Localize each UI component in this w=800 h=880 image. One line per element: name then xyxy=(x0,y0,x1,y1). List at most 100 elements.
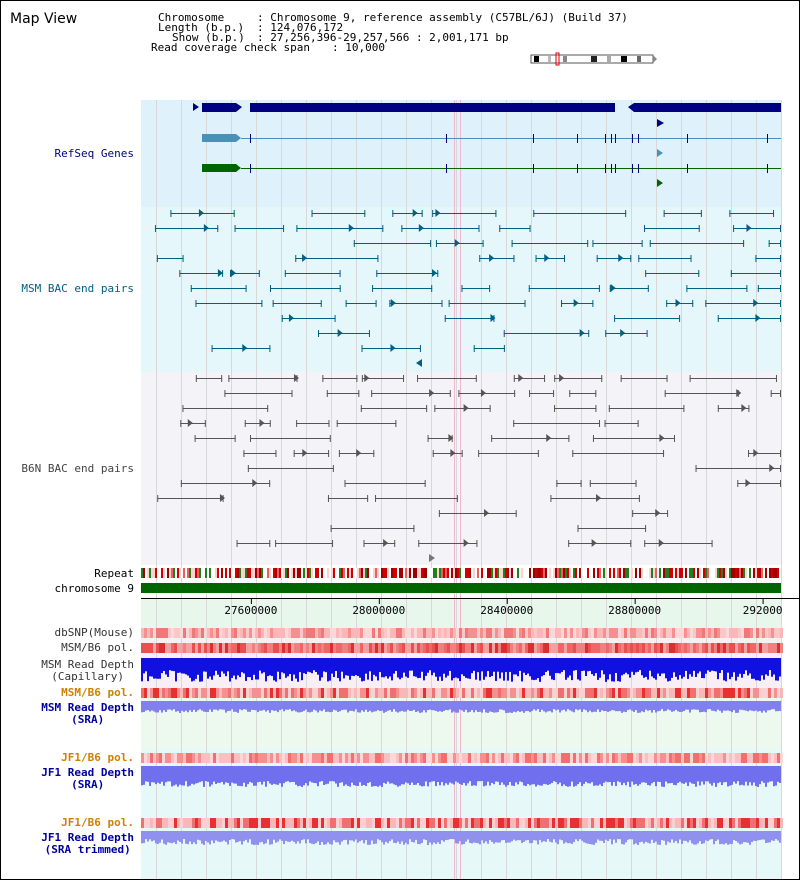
jf1-sra-depth-bar xyxy=(213,766,215,782)
jf1-sra-depth-bar xyxy=(155,766,157,785)
jf1-trim-pol-cell xyxy=(156,818,159,828)
gene-strand-icon xyxy=(657,149,663,157)
msm-sra-pol-cell xyxy=(768,688,771,698)
msm-b6-pol-cell xyxy=(207,643,210,653)
msm-bac-end-marker-icon xyxy=(203,224,209,232)
dbsnp-cell xyxy=(705,628,708,638)
msm-capillary-depth-bar xyxy=(583,658,585,671)
jf1-sra-depth-bar xyxy=(297,766,299,787)
msm-capillary-depth-bar xyxy=(365,658,367,674)
refseq-genes-label[interactable]: RefSeq Genes xyxy=(54,147,134,160)
msm-b6-pol-cell xyxy=(771,643,774,653)
repeat-segment xyxy=(711,568,713,578)
msm-b6-pol-cell xyxy=(741,643,744,653)
msm-bac-end-pairs-label[interactable]: MSM BAC end pairs xyxy=(21,282,134,295)
msm-sra-depth-bar xyxy=(659,701,661,711)
jf1-pol-cell xyxy=(453,753,456,763)
jf1-sra-depth-bar xyxy=(607,766,609,783)
repeat-segment xyxy=(507,568,509,578)
b6n-bac-end-marker-icon xyxy=(259,419,265,427)
jf1-trim-pol-cell xyxy=(174,818,177,828)
msm-capillary-depth-bar xyxy=(285,658,287,678)
repeat-segment xyxy=(467,568,469,578)
msm-sra-depth-bar xyxy=(315,701,317,711)
msm-sra-depth-bar xyxy=(447,701,449,711)
jf1-trim-pol-cell xyxy=(417,818,420,828)
msm-sra-depth-bar xyxy=(573,701,575,713)
repeat-segment xyxy=(689,568,691,578)
msm-capillary-depth-bar xyxy=(477,658,479,673)
msm-b6-pol-cell xyxy=(468,643,471,653)
jf1-trim-pol-cell xyxy=(369,818,372,828)
msm-capillary-depth-bar xyxy=(163,658,165,672)
msm-sra-depth-bar xyxy=(265,701,267,712)
dbsnp-cell xyxy=(525,628,528,638)
jf1-sra-depth-bar xyxy=(145,766,147,782)
jf1-pol-cell xyxy=(165,753,168,763)
msm-capillary-depth-bar xyxy=(453,658,455,679)
jf1-pol-cell xyxy=(288,753,291,763)
jf1-trimmed-depth-bar xyxy=(729,831,731,845)
msm-bac-end-marker-icon xyxy=(418,224,424,232)
msm-sra-depth-bar xyxy=(643,701,645,713)
msm-capillary-depth-bar xyxy=(727,658,729,673)
jf1-trim-pol-cell xyxy=(687,818,690,828)
jf1-trimmed-depth-bar xyxy=(425,831,427,841)
dbsnp-cell xyxy=(324,628,327,638)
jf1-sra-depth-bar xyxy=(553,766,555,782)
jf1-trim-pol-cell xyxy=(345,818,348,828)
repeat-segment xyxy=(221,568,223,578)
msm-sra-depth-bar xyxy=(277,701,279,713)
jf1-trimmed-depth-bar xyxy=(261,831,263,842)
jf1-pol-cell xyxy=(492,753,495,763)
jf1-trimmed-depth-bar xyxy=(551,831,553,843)
jf1-sra-depth-bar xyxy=(509,766,511,783)
msm-sra-pol-cell xyxy=(717,688,720,698)
msm-sra-depth-bar xyxy=(753,701,755,712)
jf1-trim-pol-cell xyxy=(447,818,450,828)
msm-b6-pol-cell xyxy=(276,643,279,653)
jf1-trimmed-depth-bar xyxy=(277,831,279,842)
msm-sra-depth-bar xyxy=(771,701,773,710)
jf1-trimmed-depth-bar xyxy=(677,831,679,844)
msm-sra-depth-bar xyxy=(463,701,465,712)
msm-sra-pol-cell xyxy=(492,688,495,698)
b6n-bac-end-pairs-label[interactable]: B6N BAC end pairs xyxy=(21,462,134,475)
jf1-sra-depth-bar xyxy=(373,766,375,787)
ideogram-band xyxy=(563,56,567,62)
repeat-segment xyxy=(591,568,593,578)
jf1-trimmed-depth-bar xyxy=(769,831,771,843)
jf1-trim-pol-cell xyxy=(267,818,270,828)
repeat-segment xyxy=(215,568,217,578)
jf1-trimmed-depth-bar xyxy=(717,831,719,840)
dbsnp-cell xyxy=(168,628,171,638)
jf1-sra-depth-bar xyxy=(207,766,209,782)
msm-capillary-depth-bar xyxy=(751,658,753,679)
jf1-trim-pol-cell xyxy=(306,818,309,828)
jf1-sra-depth-bar xyxy=(419,766,421,786)
repeat-segment xyxy=(325,568,327,578)
dbsnp-cell xyxy=(468,628,471,638)
jf1-trimmed-depth-bar xyxy=(307,831,309,840)
msm-capillary-depth-bar xyxy=(269,658,271,676)
jf1-sra-depth-bar xyxy=(147,766,149,782)
msm-capillary-depth-bar xyxy=(535,658,537,680)
jf1-pol-cell xyxy=(435,753,438,763)
msm-sra-depth-bar xyxy=(417,701,419,712)
msm-b6-pol-cell xyxy=(624,643,627,653)
msm-sra-depth-bar xyxy=(197,701,199,711)
msm-sra-pol-cell xyxy=(732,688,735,698)
jf1-trimmed-depth-bar xyxy=(467,831,469,840)
msm-bac-end-marker-icon xyxy=(435,209,441,217)
jf1-pol-cell xyxy=(342,753,345,763)
msm-sra-depth-bar xyxy=(571,701,573,712)
msm-sra-depth-bar xyxy=(193,701,195,710)
msm-capillary-depth-bar xyxy=(647,658,649,680)
repeat-segment xyxy=(681,568,683,578)
msm-sra-pol-cell xyxy=(513,688,516,698)
repeat-segment xyxy=(141,568,143,578)
msm-capillary-depth-bar xyxy=(265,658,267,682)
repeat-segment xyxy=(443,568,445,578)
msm-capillary-depth-bar xyxy=(397,658,399,678)
